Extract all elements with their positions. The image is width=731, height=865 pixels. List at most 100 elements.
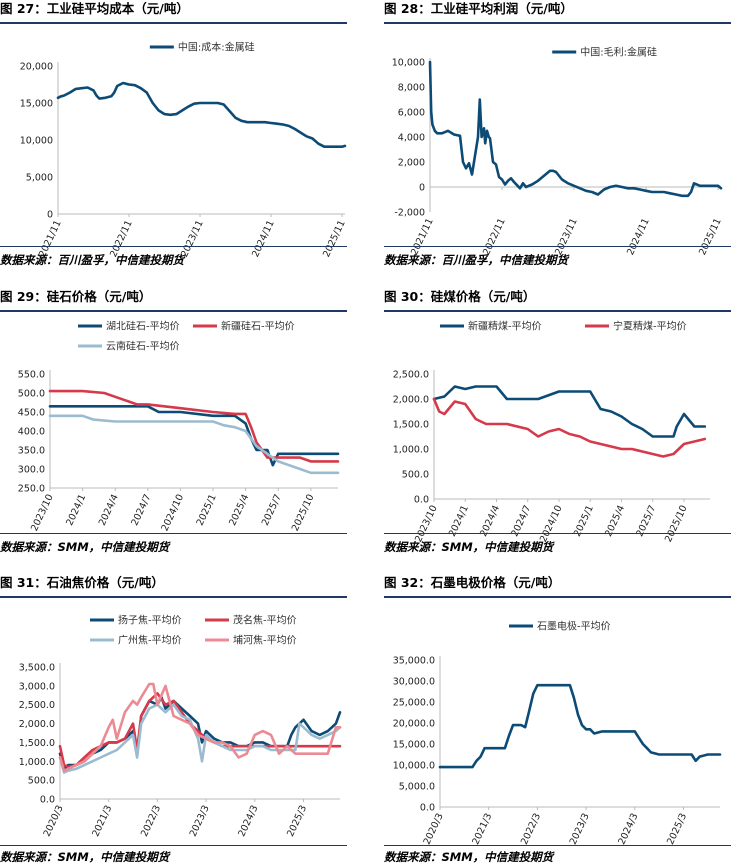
chart-source: 数据来源：SMM，中信建投期货	[0, 540, 170, 554]
chart-source: 数据来源：百川盈孚，中信建投期货	[384, 253, 568, 267]
chart-title: 图 32：石墨电极价格（元/吨）	[384, 575, 561, 590]
chart-source: 数据来源：百川盈孚，中信建投期货	[0, 253, 184, 267]
x-tick-label: 2022/3	[519, 812, 543, 847]
legend-label: 扬子焦-平均价	[118, 614, 182, 627]
x-tick-label: 2023/11	[553, 217, 580, 257]
x-tick-label: 2024/4	[97, 493, 121, 528]
title-rule	[384, 596, 731, 598]
x-tick-label: 2023/3	[568, 812, 592, 847]
chart-source: 数据来源：SMM，中信建投期货	[0, 850, 170, 864]
y-tick-label: 1,500.0	[19, 738, 55, 749]
y-tick-label: -2,000	[394, 208, 425, 219]
title-rule	[384, 310, 731, 312]
y-tick-label: 450.0	[18, 408, 45, 419]
y-tick-label: 30,000.0	[393, 677, 435, 688]
title-rule	[384, 22, 731, 24]
y-tick-label: 1,000.0	[393, 445, 429, 456]
chart-graphite-electrode-price: 0.0 5,000.0 10,000.0 15,000.0 20,000.0 25,000…	[393, 620, 722, 847]
source-rule	[384, 246, 731, 247]
y-tick-label: 15,000.0	[393, 740, 435, 751]
title-rule	[0, 22, 347, 24]
x-tick-label: 2020/3	[42, 804, 66, 839]
x-tick-label: 2025/11	[697, 217, 724, 257]
series-line-3	[58, 703, 342, 774]
source-rule	[0, 845, 347, 846]
y-tick-label: 0.0	[414, 495, 429, 506]
y-tick-label: 5,000.0	[399, 782, 435, 793]
legend-label: 云南硅石-平均价	[106, 340, 180, 353]
y-tick-label: 8,000	[398, 83, 425, 94]
source-rule	[384, 845, 731, 846]
legend-label: 新疆硅石-平均价	[221, 320, 295, 333]
y-tick-label: 500.0	[402, 470, 429, 481]
legend-label: 石墨电极-平均价	[537, 620, 611, 633]
x-tick-label: 2023/10	[29, 493, 56, 533]
chart-coal-price: 0.0 500.0 1,000.0 1,500.0 2,000.0 2,500.0 2023…	[393, 320, 710, 544]
y-tick-label: 0.0	[40, 795, 55, 806]
x-tick-label: 2023/3	[188, 804, 212, 839]
chart-silica-price: 250.0 300.0 350.0 400.0 450.0 500.0 550.0 2023/…	[18, 320, 340, 533]
x-tick-label: 2025/10	[663, 504, 690, 544]
y-tick-label: 500.0	[28, 776, 55, 787]
chart-title: 图 31：石油焦价格（元/吨）	[0, 575, 164, 590]
x-tick-label: 2024/10	[538, 504, 565, 544]
x-tick-label: 2024/7	[129, 493, 153, 528]
x-tick-label: 2024/3	[616, 812, 640, 847]
source-rule	[0, 533, 347, 534]
legend-label: 中国:成本:金属硅	[178, 41, 255, 54]
chart-title: 图 27：工业硅平均成本（元/吨）	[0, 1, 189, 16]
title-rule	[0, 596, 347, 598]
series-line-2	[48, 389, 340, 463]
source-rule	[384, 533, 731, 534]
y-tick-label: 500.0	[18, 389, 45, 400]
chart-title: 图 28：工业硅平均利润（元/吨）	[384, 1, 573, 16]
x-tick-label: 2022/3	[139, 804, 163, 839]
y-tick-label: 1,500.0	[393, 420, 429, 431]
x-tick-label: 2024/11	[625, 217, 652, 257]
series-line-3	[48, 414, 340, 475]
y-tick-label: 35,000.0	[393, 656, 435, 667]
y-tick-label: 2,000.0	[19, 719, 55, 730]
y-tick-label: 350.0	[18, 446, 45, 457]
title-rule	[0, 310, 347, 312]
y-tick-label: 2,500.0	[19, 700, 55, 711]
x-tick-label: 2022/11	[481, 217, 508, 257]
y-tick-label: 10,000	[20, 136, 53, 147]
chart-title: 图 30：硅煤价格（元/吨）	[384, 289, 536, 304]
y-tick-label: 5,000	[26, 173, 53, 184]
y-tick-label: 10,000	[392, 58, 425, 69]
y-tick-label: 0.0	[420, 803, 435, 814]
y-tick-label: 3,000.0	[19, 681, 55, 692]
legend-label: 宁夏精煤-平均价	[613, 320, 687, 333]
y-tick-label: 2,500.0	[393, 370, 429, 381]
legend-label: 湖北硅石-平均价	[106, 320, 180, 333]
series-line-1	[428, 60, 723, 198]
x-tick-label: 2025/1	[195, 493, 219, 528]
y-tick-label: 25,000.0	[393, 698, 435, 709]
chart-source: 数据来源：SMM，中信建投期货	[384, 540, 554, 554]
source-rule	[0, 246, 347, 247]
x-tick-label: 2025/4	[227, 493, 251, 528]
legend-label: 埔河焦-平均价	[233, 634, 297, 647]
x-tick-label: 2021/3	[90, 804, 114, 839]
series-line-1	[432, 385, 707, 438]
x-tick-label: 2024/10	[159, 493, 186, 533]
x-tick-label: 2021/3	[470, 812, 494, 847]
y-tick-label: 20,000.0	[393, 719, 435, 730]
y-tick-label: 6,000	[398, 108, 425, 119]
legend-label: 新疆精煤-平均价	[468, 320, 542, 333]
x-tick-label: 2025/3	[665, 812, 689, 847]
chart-title: 图 29：硅石价格（元/吨）	[0, 289, 152, 304]
x-tick-label: 2021/11	[409, 217, 436, 257]
y-tick-label: 2,000.0	[393, 395, 429, 406]
y-tick-label: 0	[47, 210, 53, 221]
chart-petroleum-coke-price: 0.0 500.0 1,000.0 1,500.0 2,000.0 2,500.0 3,00…	[19, 614, 342, 839]
x-tick-label: 2024/1	[64, 493, 88, 528]
y-tick-label: 300.0	[18, 465, 45, 476]
chart-source: 数据来源：SMM，中信建投期货	[384, 850, 554, 864]
x-tick-label: 2024/11	[250, 219, 277, 259]
y-tick-label: 15,000	[20, 99, 53, 110]
x-tick-label: 2020/3	[422, 812, 446, 847]
x-tick-label: 2025/10	[290, 493, 317, 533]
